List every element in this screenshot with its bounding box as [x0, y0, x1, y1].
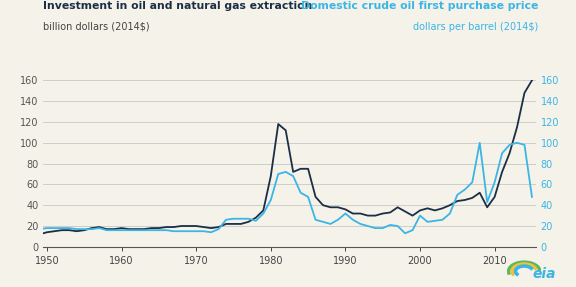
Text: eia: eia: [532, 267, 556, 281]
Text: billion dollars (2014$): billion dollars (2014$): [43, 22, 150, 32]
Text: Investment in oil and natural gas extraction: Investment in oil and natural gas extrac…: [43, 1, 313, 11]
Text: Domestic crude oil first purchase price: Domestic crude oil first purchase price: [301, 1, 539, 11]
Text: dollars per barrel (2014$): dollars per barrel (2014$): [414, 22, 539, 32]
